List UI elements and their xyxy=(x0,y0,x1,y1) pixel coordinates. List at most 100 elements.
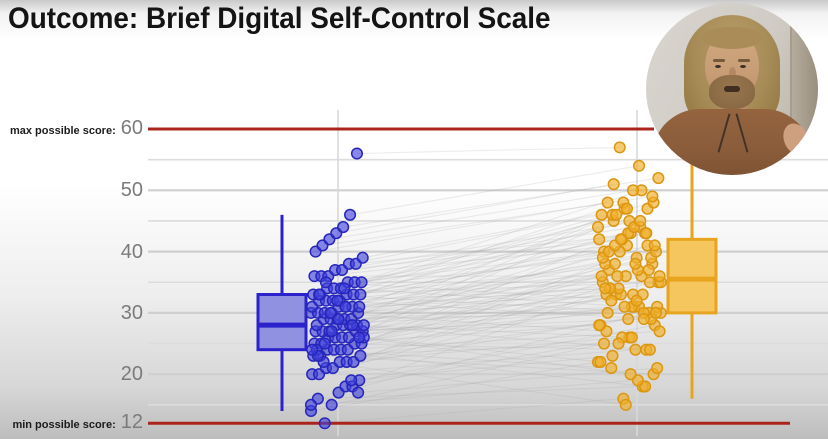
pair-line xyxy=(363,336,601,363)
pair-line xyxy=(337,300,652,320)
pair-line xyxy=(325,281,637,302)
pair-line xyxy=(319,293,656,314)
pair-line xyxy=(324,324,600,345)
pair-line xyxy=(310,281,650,314)
post-scatter-point xyxy=(599,282,612,295)
pair-line xyxy=(344,312,644,320)
pair-line xyxy=(310,379,638,406)
pair-line xyxy=(316,349,646,388)
min-score-label: min possible score: xyxy=(12,419,116,432)
pair-line xyxy=(315,202,608,253)
pair-line xyxy=(345,336,630,388)
pre-scatter-point xyxy=(325,398,338,411)
pre-scatter-point xyxy=(318,337,331,350)
pair-line xyxy=(310,361,599,412)
pair-line xyxy=(333,257,603,289)
pair-line xyxy=(349,257,652,326)
pair-line xyxy=(354,293,622,345)
presenter-beard xyxy=(709,75,755,109)
pair-line xyxy=(343,293,607,326)
pre-scatter-point xyxy=(344,208,357,221)
post-scatter-point xyxy=(594,355,607,368)
pre-scatter-point xyxy=(339,300,352,313)
pair-line xyxy=(329,189,634,240)
pre-scatter-point xyxy=(324,306,337,319)
pair-line xyxy=(362,208,628,259)
pair-line xyxy=(317,232,631,314)
post-scatter-point xyxy=(625,331,638,344)
pair-line xyxy=(311,202,624,308)
pair-line xyxy=(332,275,642,369)
post-scatter-point xyxy=(643,276,656,289)
pair-line xyxy=(330,312,607,332)
pair-line xyxy=(362,306,640,332)
post-scatter-point xyxy=(607,178,620,191)
pre-scatter-point xyxy=(353,331,366,344)
pre-boxplot-box xyxy=(256,293,308,352)
pair-line xyxy=(351,208,625,320)
pair-line xyxy=(332,220,630,302)
post-scatter-point xyxy=(622,312,635,326)
presenter-webcam-overlay xyxy=(646,3,818,175)
pair-line xyxy=(349,165,640,216)
y-tick-label: 30 xyxy=(120,301,143,324)
pre-scatter-point xyxy=(338,282,351,295)
pair-line xyxy=(318,293,617,375)
post-scatter-point xyxy=(619,398,632,411)
max-score-annotation: max possible score: 60 xyxy=(0,118,143,138)
pair-line xyxy=(341,238,622,271)
presenter-eyebrow-left xyxy=(713,59,725,62)
pair-line xyxy=(359,336,631,375)
pair-line xyxy=(353,263,636,296)
pre-scatter-point xyxy=(312,288,326,301)
post-scatter-point xyxy=(595,270,608,283)
pair-line xyxy=(352,287,611,387)
pair-line xyxy=(354,251,609,283)
pair-line xyxy=(345,287,606,308)
slide-title: Outcome: Brief Digital Self-Control Scal… xyxy=(8,2,551,35)
pair-line xyxy=(323,361,626,406)
post-scatter-point xyxy=(643,343,656,356)
presenter-hair-fringe xyxy=(702,27,762,49)
post-scatter-point xyxy=(606,349,619,362)
post-scatter-point xyxy=(593,233,606,246)
post-scatter-point xyxy=(593,319,606,332)
pre-scatter-point xyxy=(354,349,367,362)
pair-line xyxy=(347,226,641,351)
pair-line xyxy=(335,220,641,271)
post-scatter-point xyxy=(611,270,624,283)
pre-scatter-point xyxy=(331,294,344,307)
pre-scatter-point xyxy=(350,147,364,160)
pre-scatter-point xyxy=(346,319,359,332)
min-score-value: 12 xyxy=(120,411,143,434)
pre-scatter-point xyxy=(356,251,369,264)
post-scatter-point xyxy=(626,184,640,197)
pair-line xyxy=(343,177,659,228)
max-score-label: max possible score: xyxy=(9,125,116,137)
pre-scatter-point xyxy=(354,288,367,301)
pair-line xyxy=(316,306,658,326)
pre-scatter-point xyxy=(325,325,338,338)
post-scatter-point xyxy=(614,233,627,246)
post-scatter-point xyxy=(595,208,608,221)
pair-line xyxy=(314,226,635,277)
presenter-eye-right xyxy=(740,65,746,68)
pair-line xyxy=(337,238,600,320)
presenter-eyebrow-right xyxy=(738,59,750,62)
pair-line xyxy=(324,300,612,314)
post-scatter-point xyxy=(653,325,666,338)
pair-line xyxy=(330,287,619,320)
pre-scatter-point xyxy=(345,374,358,387)
pair-line xyxy=(339,287,611,302)
y-tick-label: 50 xyxy=(120,179,143,202)
pair-line xyxy=(336,183,614,234)
pair-line xyxy=(322,195,653,247)
post-scatter-point xyxy=(612,337,625,350)
pair-line xyxy=(329,232,646,332)
post-scatter-point xyxy=(629,343,642,356)
post-scatter-point xyxy=(629,257,642,270)
pair-line xyxy=(317,385,643,400)
pair-line xyxy=(333,263,616,351)
